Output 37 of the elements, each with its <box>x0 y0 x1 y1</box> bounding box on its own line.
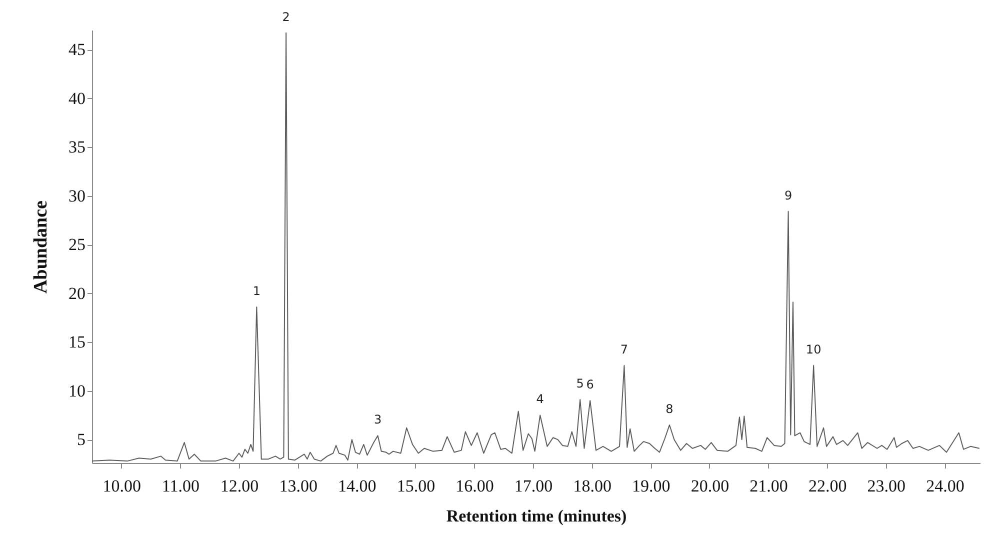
annotation: 4 <box>536 392 544 406</box>
x-tick-label: 19.00 <box>632 476 670 496</box>
y-tick-label: 15 <box>68 332 86 352</box>
x-axis-title: Retention time (minutes) <box>446 506 627 526</box>
x-tick-label: 16.00 <box>456 476 494 496</box>
x-tick-label: 14.00 <box>338 476 376 496</box>
annotation: 3 <box>374 412 382 427</box>
annotation: 1 <box>252 284 260 298</box>
annotation: 10 <box>806 342 822 356</box>
y-axis-title: Abundance <box>30 200 52 294</box>
annotation: 6 <box>586 378 594 392</box>
x-tick-label: 24.00 <box>926 476 964 496</box>
x-tick-label: 18.00 <box>573 476 612 496</box>
annotation: 7 <box>620 342 628 356</box>
y-tick-label: 35 <box>68 138 86 157</box>
x-tick-label: 11.00 <box>162 476 200 496</box>
y-tick-label: 40 <box>68 88 86 108</box>
x-tick-label: 13.00 <box>279 476 318 496</box>
x-tick-label: 21.00 <box>750 476 788 496</box>
x-tick-label: 15.00 <box>396 476 436 496</box>
x-tick-label: 20.00 <box>690 476 730 496</box>
annotation: 8 <box>666 402 674 416</box>
y-tick-label: 30 <box>68 186 86 206</box>
y-tick-label: 20 <box>68 284 86 303</box>
x-tick-label: 17.00 <box>514 476 553 496</box>
annotation: 2 <box>282 10 290 24</box>
y-tick-label: 10 <box>68 381 86 400</box>
y-tick-label: 45 <box>68 40 86 60</box>
x-tick-label: 23.00 <box>867 476 906 496</box>
x-tick-label: 12.00 <box>220 476 259 496</box>
annotation: 5 <box>576 376 584 391</box>
y-tick-label: 5 <box>77 430 86 450</box>
x-tick-label: 22.00 <box>808 476 847 496</box>
x-tick-label: 10.00 <box>102 476 142 496</box>
annotation: 9 <box>784 188 792 202</box>
line-series <box>92 32 980 462</box>
y-tick-label: 25 <box>68 235 86 254</box>
